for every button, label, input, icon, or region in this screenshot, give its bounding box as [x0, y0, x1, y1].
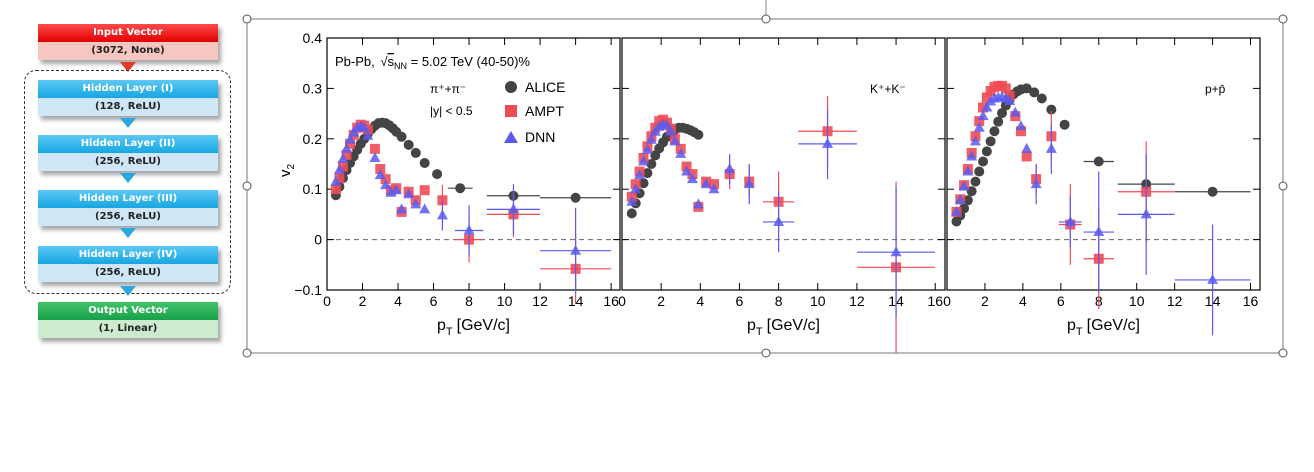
data-point-dnn	[437, 209, 448, 219]
x-tick-label: 4	[696, 293, 704, 309]
x-tick-label: 12	[849, 293, 865, 309]
data-point-alice	[571, 193, 581, 203]
data-point-dnn	[1141, 208, 1152, 218]
y-tick-label: −0.1	[294, 282, 322, 298]
data-point-dnn	[570, 245, 581, 255]
y-tick-label: 0.3	[303, 80, 323, 96]
data-point-alice	[993, 117, 1003, 127]
data-point-alice	[1094, 156, 1104, 166]
x-axis-label: pT [GeV/c]	[747, 317, 820, 338]
x-axis-label: pT [GeV/c]	[1067, 317, 1140, 338]
legend-alice-marker	[505, 81, 517, 93]
resize-handle-se[interactable]	[1279, 349, 1287, 357]
x-tick-label: 6	[736, 293, 744, 309]
data-point-alice	[986, 136, 996, 146]
resize-handle-nw[interactable]	[243, 15, 251, 23]
y-axis-label: v2	[277, 164, 297, 178]
data-point-dnn	[419, 203, 430, 213]
x-tick-label: 16	[603, 293, 619, 309]
x-tick-label: 2	[359, 293, 367, 309]
panel-1-particle-label: π⁺+π⁻	[430, 82, 466, 96]
legend-alice-label: ALICE	[525, 79, 565, 95]
legend-dnn-marker	[504, 131, 518, 143]
x-tick-label: 0	[943, 293, 951, 309]
y-tick-label: 0.1	[303, 181, 323, 197]
resize-handle-ne[interactable]	[1279, 15, 1287, 23]
data-point-alice	[1208, 187, 1218, 197]
x-tick-label: 0	[323, 293, 331, 309]
data-point-dnn	[822, 138, 833, 148]
data-point-dnn	[1021, 143, 1032, 153]
data-point-ampt	[420, 185, 430, 195]
x-tick-label: 12	[532, 293, 548, 309]
legend: ALICE AMPT DNN	[504, 79, 565, 145]
data-point-alice	[627, 208, 637, 218]
data-point-alice	[989, 126, 999, 136]
data-point-alice	[432, 169, 442, 179]
legend-ampt-label: AMPT	[525, 103, 564, 119]
data-point-dnn	[724, 163, 735, 173]
data-point-dnn	[1046, 143, 1057, 153]
data-point-ampt	[1022, 151, 1032, 161]
data-point-alice	[1060, 120, 1070, 130]
y-tick-label: 0.2	[303, 131, 323, 147]
data-point-dnn	[891, 246, 902, 256]
resize-handle-n[interactable]	[762, 15, 770, 23]
x-tick-label: 8	[465, 293, 473, 309]
data-point-alice	[693, 130, 703, 140]
data-point-alice	[1037, 93, 1047, 103]
x-tick-label: 12	[1167, 293, 1183, 309]
data-point-dnn	[1015, 120, 1026, 130]
data-point-dnn	[508, 203, 519, 213]
x-tick-label: 6	[1057, 293, 1065, 309]
x-tick-label: 6	[430, 293, 438, 309]
resize-handle-s[interactable]	[762, 349, 770, 357]
x-tick-label: 16	[927, 293, 943, 309]
resize-handle-sw[interactable]	[243, 349, 251, 357]
panel-3-particle-label: p+p̄	[1205, 82, 1226, 96]
data-point-dnn	[1093, 226, 1104, 236]
data-point-alice	[397, 132, 407, 142]
data-point-alice	[455, 183, 465, 193]
x-tick-label: 16	[1243, 293, 1259, 309]
data-point-alice	[411, 148, 421, 158]
data-point-alice	[404, 140, 414, 150]
resize-handle-e[interactable]	[1279, 182, 1287, 190]
x-tick-label: 4	[394, 293, 402, 309]
system-label: Pb-Pb, √sNN = 5.02 TeV (40-50)%	[335, 54, 530, 71]
legend-ampt-marker	[505, 105, 517, 117]
plot-area: 0 2 4 6 8 10 12 14 16−0.100.10.20.30.4pT [GeV/c]0…	[294, 30, 1260, 353]
data-point-alice	[420, 158, 430, 168]
x-tick-label: 10	[1129, 293, 1145, 309]
x-tick-label: 8	[775, 293, 783, 309]
data-point-ampt	[331, 184, 341, 194]
data-point-alice	[970, 177, 980, 187]
data-point-alice	[982, 146, 992, 156]
data-point-dnn	[1207, 274, 1218, 284]
y-tick-label: 0.4	[303, 30, 323, 46]
panel-2-particle-label: K⁺+K⁻	[870, 82, 906, 96]
x-axis-label: pT [GeV/c]	[437, 317, 510, 338]
x-tick-label: 2	[981, 293, 989, 309]
data-point-dnn	[773, 216, 784, 226]
annotation-layer: Pb-Pb, √sNN = 5.02 TeV (40-50)% π⁺+π⁻ |y…	[277, 54, 1226, 177]
x-tick-label: 10	[810, 293, 826, 309]
x-tick-label: 0	[618, 293, 626, 309]
rapidity-label: |y| < 0.5	[430, 104, 473, 118]
x-tick-label: 2	[657, 293, 665, 309]
data-point-alice	[978, 156, 988, 166]
data-point-dnn	[464, 225, 475, 235]
legend-dnn-label: DNN	[525, 129, 555, 145]
resize-handle-w[interactable]	[243, 182, 251, 190]
y-tick-label: 0	[314, 232, 322, 248]
data-point-alice	[974, 167, 984, 177]
x-tick-label: 4	[1019, 293, 1027, 309]
x-tick-label: 10	[497, 293, 513, 309]
